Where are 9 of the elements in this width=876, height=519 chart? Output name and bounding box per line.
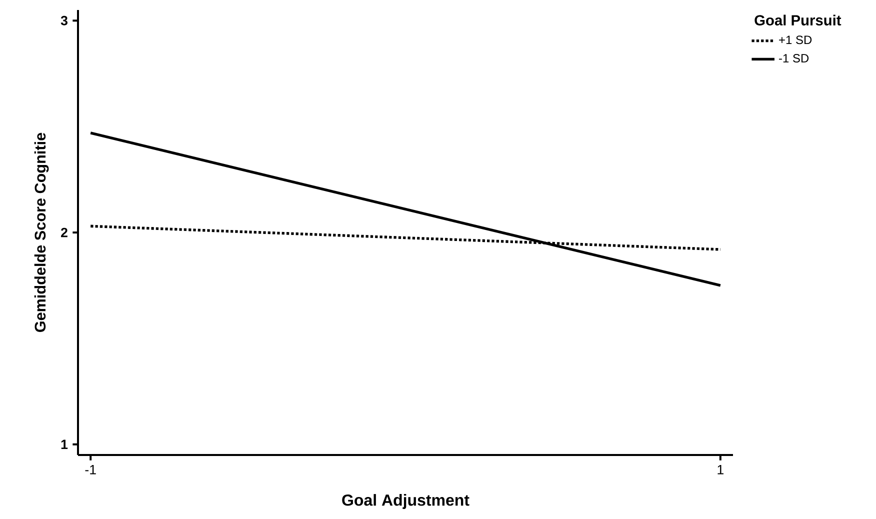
y-tick-label: 3	[60, 16, 68, 26]
legend-label: +1 SD	[779, 36, 812, 44]
y-tick-label: 2	[61, 228, 68, 238]
x-axis-title: Goal Adjustment	[342, 494, 470, 509]
y-axis-title: Gemiddelde Score Cognitie	[34, 132, 49, 332]
legend-label: -1 SD	[779, 54, 809, 63]
y-tick-label: 1	[61, 440, 68, 449]
legend-title: Goal Pursuit	[754, 14, 842, 26]
x-tick-label: -1	[85, 465, 96, 474]
